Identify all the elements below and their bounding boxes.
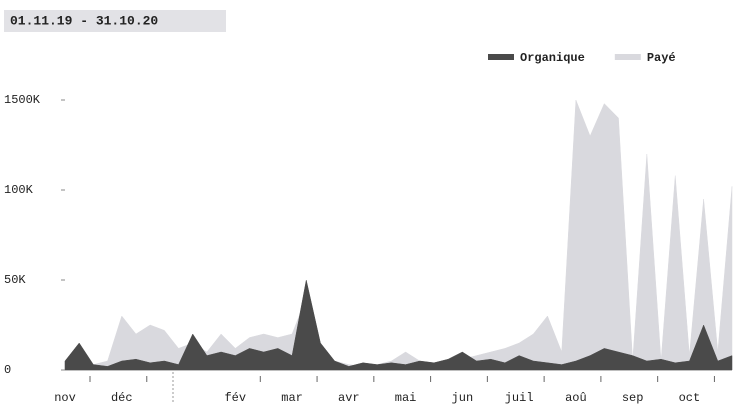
x-tick-label: mai bbox=[395, 391, 417, 405]
x-tick-label: nov bbox=[54, 391, 76, 405]
legend-swatch bbox=[488, 54, 514, 60]
x-tick-label: juil bbox=[505, 391, 534, 405]
area bbox=[64, 99, 733, 371]
legend-label: Payé bbox=[647, 51, 676, 65]
y-tick-label: 0 bbox=[4, 363, 11, 377]
x-tick-label: sep bbox=[622, 391, 644, 405]
y-tick-label: 100K bbox=[4, 183, 34, 197]
x-tick-label: mar bbox=[281, 391, 303, 405]
y-tick-label: 50K bbox=[4, 273, 26, 287]
chart-title: 01.11.19 - 31.10.20 bbox=[10, 13, 158, 28]
area bbox=[64, 279, 733, 371]
x-tick-label: aoû bbox=[565, 391, 587, 405]
x-tick-label: jun bbox=[452, 391, 474, 405]
x-tick-label: oct bbox=[679, 391, 701, 405]
x-tick-label: avr bbox=[338, 391, 360, 405]
legend-label: Organique bbox=[520, 51, 585, 65]
x-tick-label: fév bbox=[224, 391, 246, 405]
y-tick-label: 1500K bbox=[4, 93, 41, 107]
legend-swatch bbox=[614, 54, 641, 60]
title-box bbox=[4, 10, 226, 32]
x-tick-label: déc bbox=[111, 391, 133, 405]
